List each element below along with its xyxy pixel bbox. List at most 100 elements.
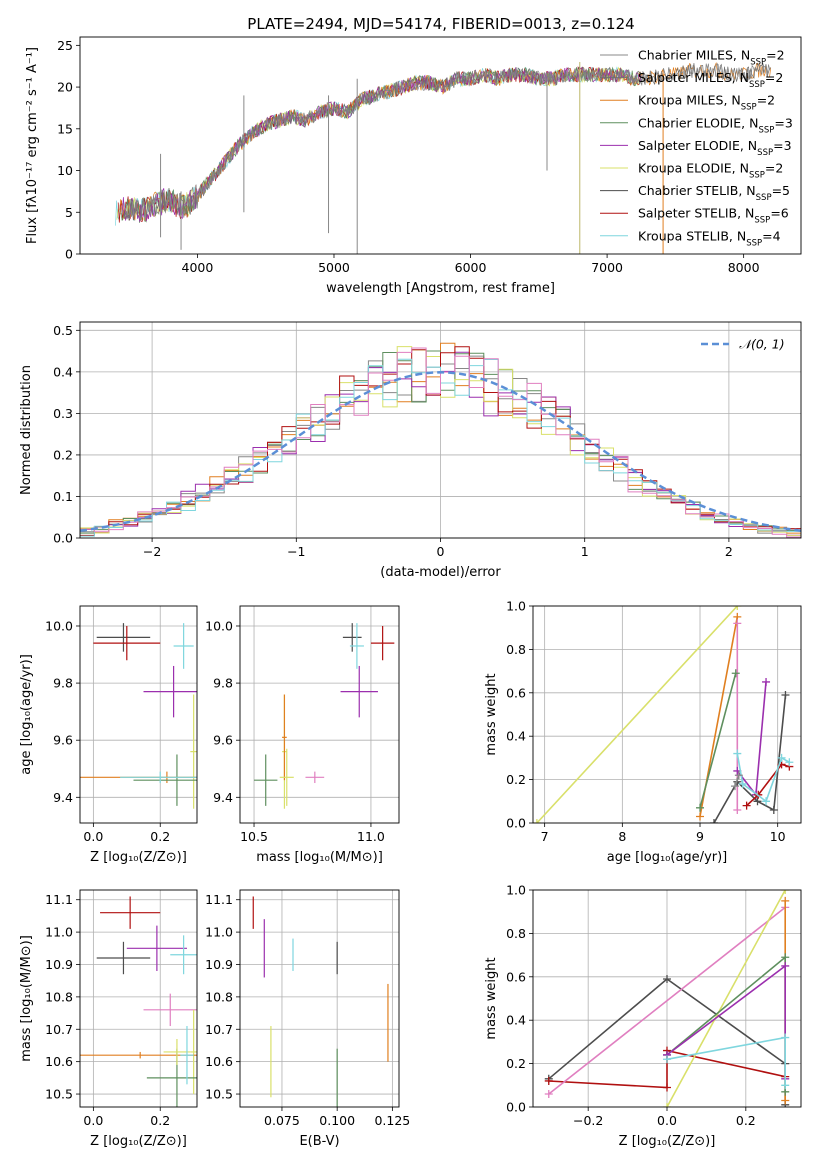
y-tick-label: 25 (57, 38, 73, 53)
plot-area (80, 342, 801, 538)
weight-marker (663, 1055, 671, 1064)
y-tick-label: 0.4 (506, 1013, 526, 1028)
legend-label: 𝒩(0, 1) (739, 337, 785, 352)
y-tick-label: 11.1 (205, 892, 233, 907)
y-axis-label: mass weight (484, 673, 499, 755)
plot-area (80, 623, 197, 809)
y-tick-label: 10.5 (205, 1087, 233, 1102)
x-axis-label: E(B-V) (299, 1134, 339, 1149)
axes-frame (239, 889, 400, 1108)
x-tick-label: 10.5 (240, 829, 268, 844)
weight-marker (544, 1076, 553, 1085)
spectrum-line (119, 61, 772, 222)
weight-marker (781, 896, 790, 905)
y-tick-label: 20 (57, 80, 73, 95)
y-tick-label: 0.1 (53, 489, 73, 504)
x-tick-label: 7 (541, 829, 549, 844)
weight-marker (781, 690, 790, 699)
x-tick-label: 0 (437, 544, 445, 559)
weight-marker (533, 819, 541, 823)
weight-line (548, 906, 786, 1095)
weight-line (548, 1049, 786, 1089)
weight-line (536, 606, 738, 823)
y-tick-label: 5 (65, 205, 73, 220)
axes-frame (532, 889, 802, 1108)
weight-marker (733, 619, 742, 628)
panel-age-vs-Z: 0.0 0.2 9.4 9.6 9.8 10.0 Z [log₁₀(Z/Z⊙)] age [l… (19, 605, 198, 865)
y-tick-label: 9.6 (53, 733, 73, 748)
weight-marker (733, 805, 742, 814)
legend-label: Salpeter ELODIE, NSSP=3 (638, 138, 792, 158)
panel-mass-vs-EBV: 0.075 0.100 0.125 10.5 10.6 10.7 10.8 10.9 11.0 1… (205, 889, 410, 1149)
axes-frame (79, 889, 198, 1108)
weight-line (746, 763, 790, 807)
y-tick-label: 0.8 (506, 642, 526, 657)
panel-spectrum: 4000 5000 6000 7000 8000 0 5 10 15 20 25 wavelength… (25, 36, 802, 296)
y-tick-label: 0.6 (506, 969, 526, 984)
y-tick-label: 10.8 (205, 989, 233, 1004)
weight-marker (785, 758, 794, 767)
axes-frame (79, 605, 198, 824)
x-axis-label: age [log₁₀(age/yr)] (607, 850, 728, 865)
y-tick-label: 15 (57, 121, 73, 136)
x-tick-label: 0.0 (83, 829, 103, 844)
residuals-legend: 𝒩(0, 1) (701, 337, 785, 352)
y-tick-label: 11.0 (205, 925, 233, 940)
y-tick-label: 1.0 (506, 883, 526, 898)
plot-area (533, 606, 794, 823)
plot-area (544, 890, 790, 1107)
x-tick-label: 0.2 (736, 1113, 756, 1128)
x-tick-label: 4000 (182, 260, 214, 275)
weight-marker (709, 819, 718, 823)
y-axis-label: mass weight (484, 957, 499, 1039)
x-tick-label: −2 (143, 544, 161, 559)
y-tick-label: 0.2 (53, 447, 73, 462)
legend-label: Kroupa STELIB, NSSP=4 (638, 228, 781, 248)
y-tick-label: 10.9 (45, 957, 73, 972)
weight-marker (738, 779, 747, 788)
x-tick-label: 0.075 (264, 1113, 300, 1128)
weight-line (699, 673, 737, 809)
legend-label: Chabrier ELODIE, NSSP=3 (638, 115, 793, 135)
x-tick-label: 8000 (728, 260, 760, 275)
x-tick-label: 6000 (455, 260, 487, 275)
x-tick-label: −1 (287, 544, 305, 559)
weight-marker (696, 812, 705, 821)
plot-area (115, 61, 772, 254)
y-tick-label: 10.0 (45, 618, 73, 633)
legend-label: Chabrier STELIB, NSSP=5 (638, 183, 790, 203)
grid (240, 606, 399, 823)
axes-frame (79, 321, 802, 539)
y-tick-label: 10.7 (45, 1022, 73, 1037)
y-tick-label: 0.4 (506, 729, 526, 744)
y-tick-label: 0.2 (506, 772, 526, 787)
legend-label: Kroupa MILES, NSSP=2 (638, 93, 775, 113)
y-tick-label: 0.0 (53, 531, 73, 546)
weight-marker (733, 749, 742, 758)
x-tick-label: 5000 (318, 260, 350, 275)
weight-marker (696, 803, 705, 812)
weight-marker (663, 974, 671, 983)
x-axis-label: Z [log₁₀(Z/Z⊙)] (90, 1134, 187, 1149)
weight-marker (753, 797, 762, 806)
x-tick-label: 0.0 (657, 1113, 677, 1128)
panel-residuals: −2 −1 0 1 2 0.0 0.1 0.2 0.3 0.4 0.5 (data-model)/er… (19, 321, 802, 580)
x-axis-label: Z [log₁₀(Z/Z⊙)] (619, 1134, 716, 1149)
y-tick-label: 0.5 (53, 323, 73, 338)
y-tick-label: 10.8 (45, 989, 73, 1004)
legend-label: Salpeter MILES, NSSP=2 (638, 70, 783, 90)
weight-line (666, 955, 786, 1092)
y-tick-label: 1.0 (506, 599, 526, 614)
y-tick-label: 10.7 (205, 1022, 233, 1037)
weight-line (666, 890, 786, 1107)
y-axis-label: Flux [fλ10⁻¹⁷ erg cm⁻² s⁻¹ A⁻¹] (25, 47, 40, 244)
weight-marker (731, 669, 740, 678)
weight-marker (733, 606, 742, 610)
panel-age-vs-mass: 10.5 11.0 9.4 9.6 9.8 10.0 mass [log₁₀(M/M⊙)] (205, 605, 400, 865)
x-tick-label: 0.0 (83, 1113, 103, 1128)
y-tick-label: 10.5 (45, 1087, 73, 1102)
y-tick-label: 9.8 (213, 676, 233, 691)
weight-marker (734, 771, 743, 780)
x-tick-label: 0.2 (150, 829, 170, 844)
y-tick-label: 10.9 (205, 957, 233, 972)
